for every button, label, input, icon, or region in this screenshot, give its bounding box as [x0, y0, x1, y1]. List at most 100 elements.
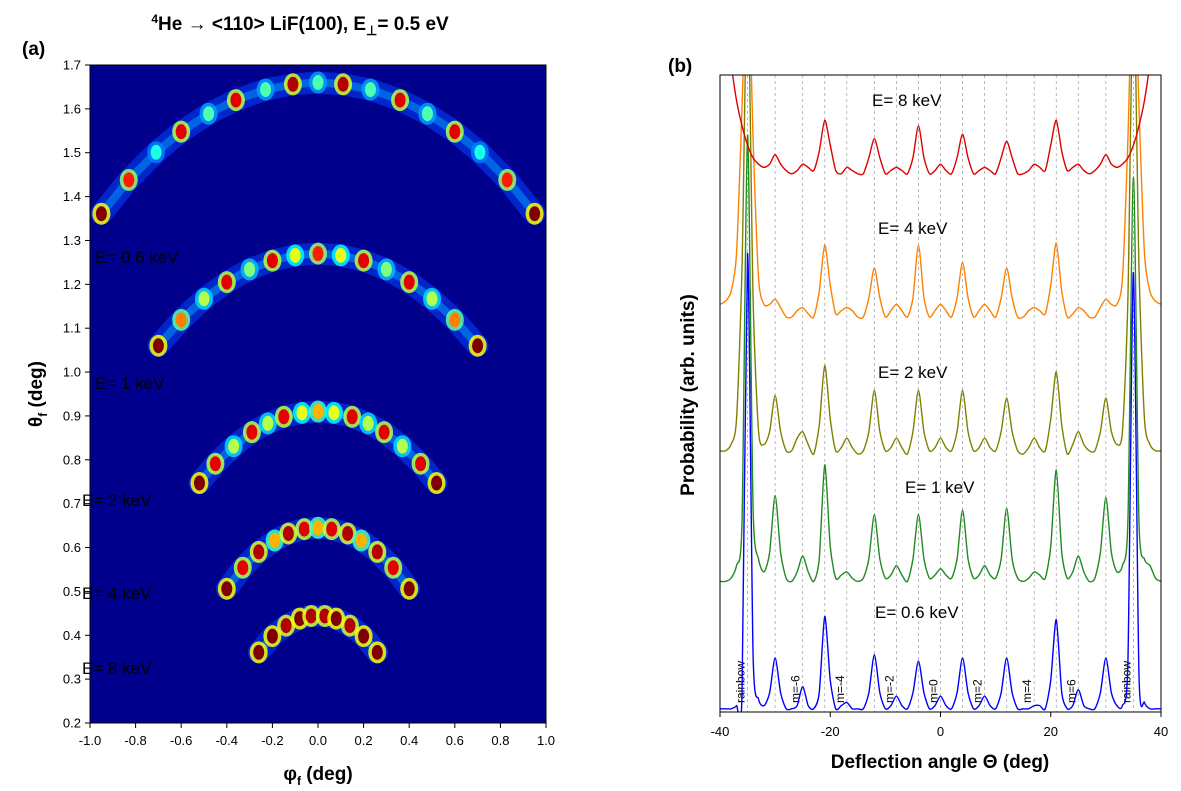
y-tick-label: 0.6: [63, 540, 81, 555]
curve: [720, 75, 1161, 456]
plot-frame: [89, 64, 547, 724]
spot: [209, 456, 221, 472]
spot: [150, 144, 162, 160]
peak-label: m=0: [927, 679, 941, 703]
energy-label: E= 8 keV: [82, 659, 152, 678]
curve: [720, 75, 1161, 320]
spot: [203, 106, 215, 122]
series-label: E= 4 keV: [878, 219, 948, 238]
spot: [312, 404, 324, 420]
spot: [342, 525, 354, 541]
x-tick-label: -1.0: [79, 733, 101, 748]
axis-symbol: θ: [26, 417, 47, 427]
peak-label: rainbow: [1119, 661, 1133, 703]
x-tick-label: -0.6: [170, 733, 192, 748]
spot: [501, 172, 513, 188]
spot: [244, 261, 256, 277]
y-tick-label: 0.7: [63, 496, 81, 511]
spot: [364, 82, 376, 98]
spot: [312, 520, 324, 536]
spot: [371, 644, 383, 660]
plot-frame: [719, 74, 1162, 713]
y-tick-label: 1.5: [63, 145, 81, 160]
y-tick-label: 0.5: [63, 584, 81, 599]
spot: [221, 274, 233, 290]
spot: [221, 581, 233, 597]
peak-label: m=6: [1064, 679, 1078, 703]
y-tick-label: 0.4: [63, 628, 81, 643]
spot: [449, 124, 461, 140]
spot: [371, 544, 383, 560]
energy-label: E= 1 keV: [95, 374, 165, 393]
y-tick-label: 1.6: [63, 101, 81, 116]
axis-unit: (deg): [26, 361, 47, 413]
spot: [193, 475, 205, 491]
peak-label: m=-6: [789, 675, 803, 703]
peak-label: m=4: [1020, 679, 1034, 703]
x-tick-label: 0.2: [355, 733, 373, 748]
spot: [474, 144, 486, 160]
series-label: E= 8 keV: [872, 91, 942, 110]
spot: [421, 106, 433, 122]
spot: [282, 525, 294, 541]
y-tick-label: 1.3: [63, 233, 81, 248]
energy-label: E= 2 keV: [82, 491, 152, 510]
spot: [346, 409, 358, 425]
spot: [260, 82, 272, 98]
chart-title: 4He → <110> LiF(100), E⊥= 0.5 eV: [151, 12, 449, 38]
title-text: He → <110> LiF(100), E: [158, 14, 366, 35]
spot: [269, 533, 281, 549]
spot: [95, 206, 107, 222]
y-axis-title: Probability (arb. units): [678, 294, 699, 496]
spot: [337, 76, 349, 92]
x-tick-label: -40: [711, 724, 730, 739]
peak-label: m=-4: [833, 675, 847, 703]
y-tick-label: 1.7: [63, 58, 81, 73]
spot: [358, 253, 370, 269]
y-tick-label: 0.3: [63, 672, 81, 687]
spot: [358, 628, 370, 644]
spot: [266, 628, 278, 644]
spot: [228, 438, 240, 454]
x-tick-label: 1.0: [537, 733, 555, 748]
x-tick-label: -20: [821, 724, 840, 739]
spot: [529, 206, 541, 222]
axis-sub: f: [36, 412, 50, 417]
series-label: E= 0.6 keV: [875, 603, 959, 622]
spot: [344, 618, 356, 634]
panel-label: (a): [22, 39, 45, 60]
spot: [253, 644, 265, 660]
y-tick-label: 0.9: [63, 408, 81, 423]
spot: [123, 172, 135, 188]
spot: [328, 405, 340, 421]
spot: [335, 247, 347, 263]
spot: [230, 92, 242, 108]
series-label: E= 1 keV: [905, 478, 975, 497]
spot: [326, 521, 338, 537]
spot: [289, 247, 301, 263]
x-tick-label: 0: [937, 724, 944, 739]
spot: [403, 274, 415, 290]
axis-unit: (deg): [301, 764, 353, 785]
y-axis-title: θf (deg): [26, 361, 50, 427]
spot: [152, 338, 164, 354]
spot: [305, 608, 317, 624]
spot: [330, 611, 342, 627]
spot: [362, 415, 374, 431]
spot: [262, 415, 274, 431]
spot: [280, 618, 292, 634]
spot: [380, 261, 392, 277]
curve: [732, 75, 1149, 176]
spot: [298, 521, 310, 537]
x-tick-label: 0.4: [400, 733, 418, 748]
x-tick-label: 0.0: [309, 733, 327, 748]
y-tick-label: 0.8: [63, 452, 81, 467]
y-tick-label: 1.0: [63, 365, 81, 380]
spot: [253, 544, 265, 560]
series-label: E= 2 keV: [878, 363, 948, 382]
spot: [246, 424, 258, 440]
x-tick-label: 0.6: [446, 733, 464, 748]
x-tick-label: 20: [1044, 724, 1058, 739]
y-tick-label: 1.1: [63, 321, 81, 336]
x-tick-label: 0.8: [491, 733, 509, 748]
